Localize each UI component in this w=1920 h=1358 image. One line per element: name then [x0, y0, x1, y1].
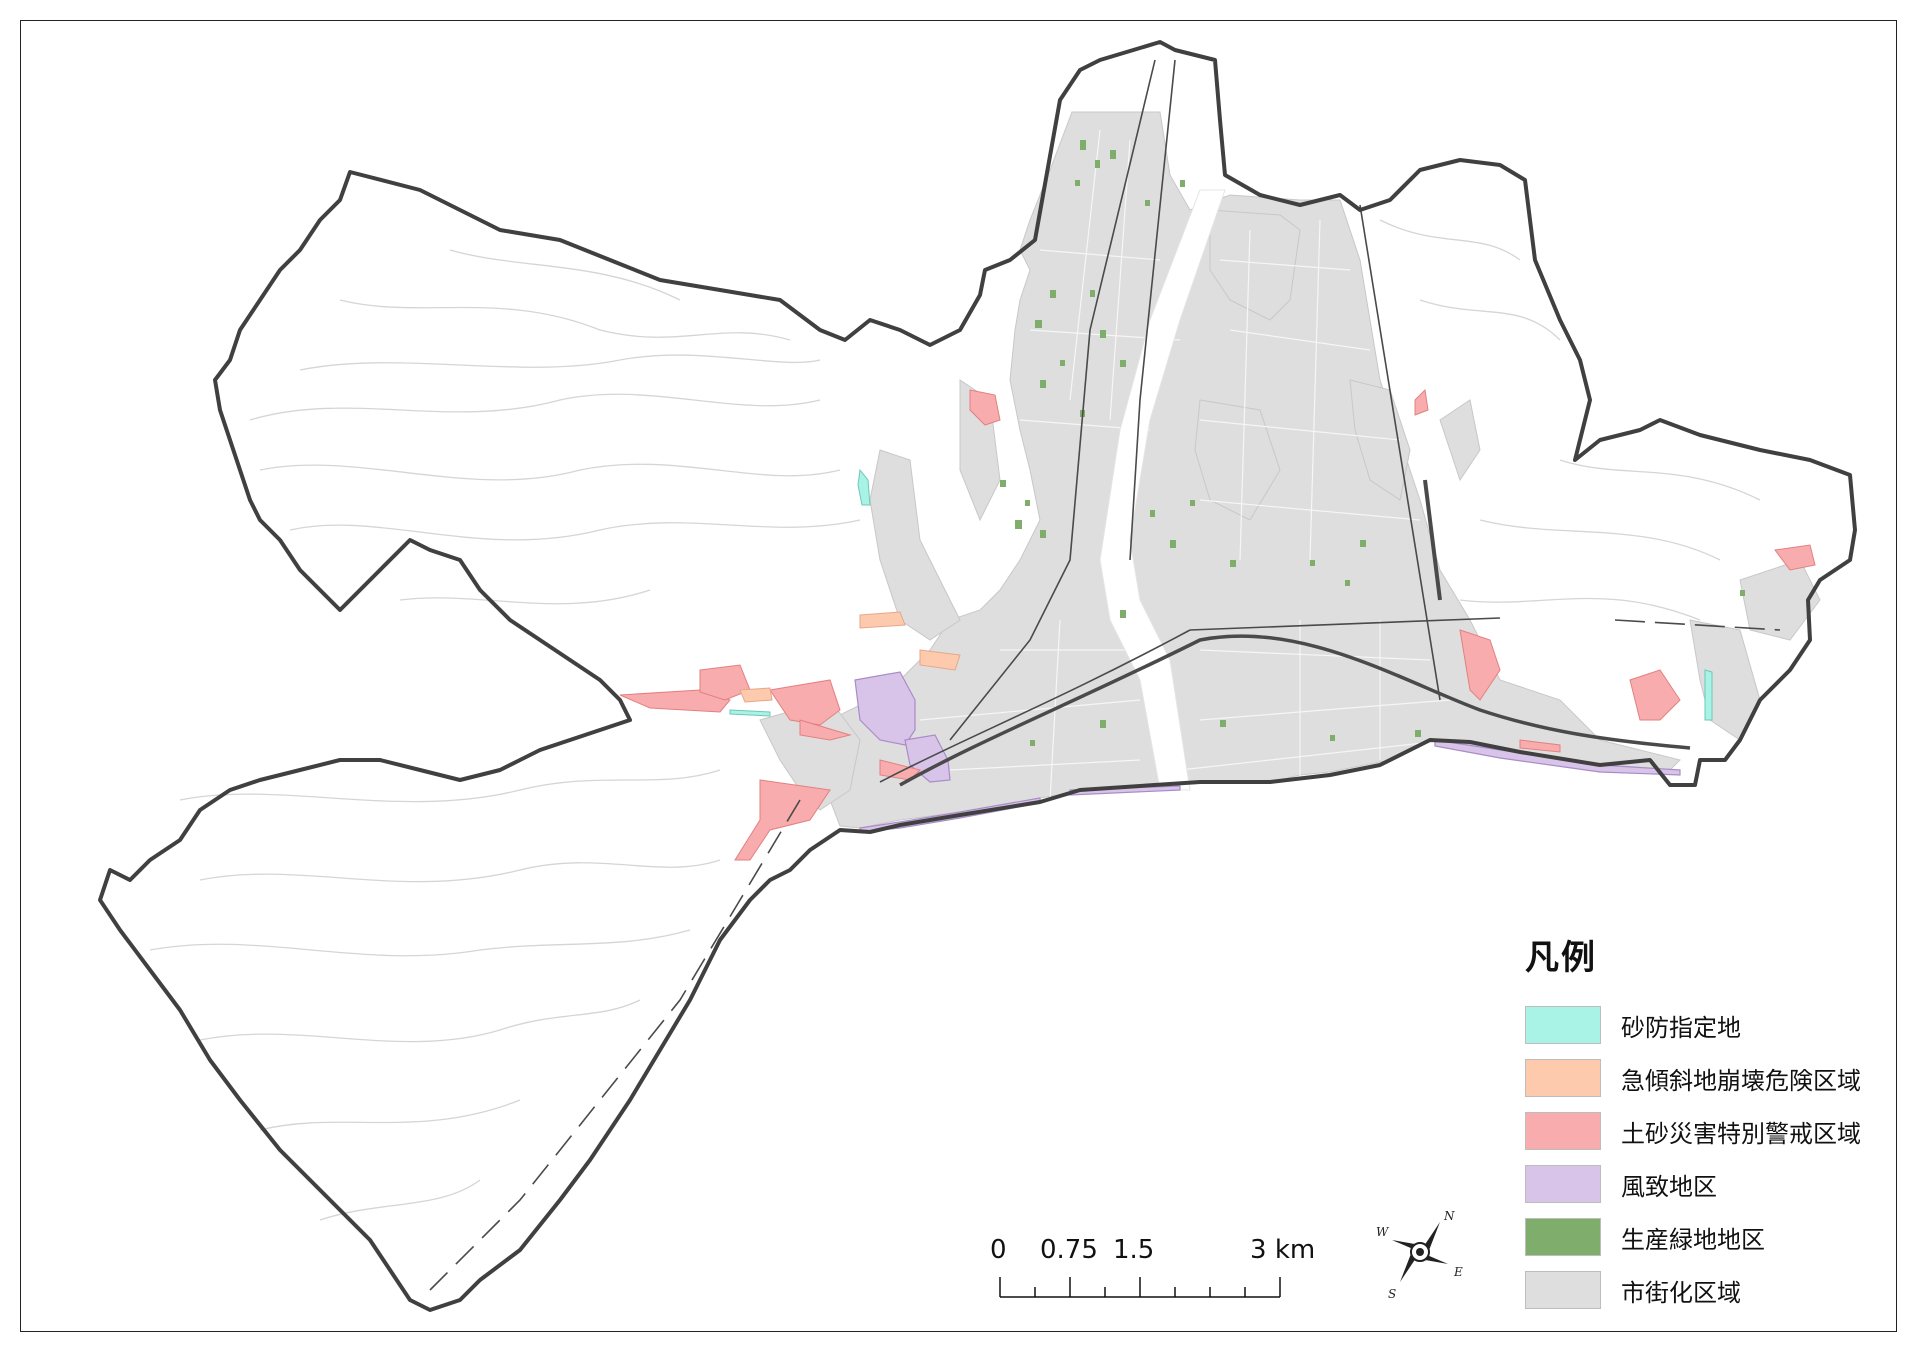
scale-ticks	[999, 1277, 1281, 1298]
city-boundary	[98, 40, 1857, 1312]
legend-swatch	[1525, 1059, 1601, 1097]
compass-w: W	[1376, 1225, 1390, 1239]
erosion-control-areas	[729, 468, 1713, 721]
scale-label-3: 3 km	[1250, 1235, 1315, 1265]
steep-slope-zones	[739, 611, 961, 703]
legend-swatch	[1525, 1218, 1601, 1256]
legend-label: 土砂災害特別警戒区域	[1621, 1119, 1861, 1148]
productive-green-zones	[1000, 140, 1745, 746]
north-arrow-icon: N E S W	[1376, 1209, 1463, 1301]
legend-swatch	[1525, 1165, 1601, 1203]
map-legend: 凡例 砂防指定地 急傾斜地崩壊危険区域 土砂災害特別警戒区域 風致地区 生産緑地…	[1525, 930, 1885, 1323]
legend-swatch	[1525, 1112, 1601, 1150]
legend-item-sediment-hazard: 土砂災害特別警戒区域	[1525, 1111, 1885, 1151]
sediment-hazard-zones	[619, 388, 1816, 861]
urbanized-area	[759, 111, 1821, 829]
compass-s: S	[1388, 1287, 1396, 1301]
scale-label-3-value: 3	[1250, 1235, 1267, 1265]
legend-swatch	[1525, 1271, 1601, 1309]
river	[1099, 189, 1226, 791]
map-frame	[20, 20, 1897, 1332]
legend-swatch	[1525, 1006, 1601, 1044]
scale-label-0: 0	[990, 1235, 1007, 1265]
legend-item-urbanized-area: 市街化区域	[1525, 1270, 1885, 1310]
legend-label: 急傾斜地崩壊危険区域	[1621, 1066, 1861, 1095]
compass-e: E	[1453, 1265, 1463, 1279]
legend-label: 生産緑地地区	[1621, 1225, 1765, 1254]
legend-item-scenic-district: 風致地区	[1525, 1164, 1885, 1204]
legend-label: 市街化区域	[1621, 1278, 1741, 1307]
legend-item-steep-slope: 急傾斜地崩壊危険区域	[1525, 1058, 1885, 1098]
urban-streets	[919, 129, 1451, 801]
legend-title: 凡例	[1525, 938, 1597, 978]
scale-label-075: 0.75	[1040, 1235, 1098, 1265]
legend-item-erosion-control: 砂防指定地	[1525, 1005, 1885, 1045]
legend-label: 砂防指定地	[1621, 1013, 1741, 1042]
scale-label-15: 1.5	[1113, 1235, 1155, 1265]
scale-unit: km	[1274, 1235, 1316, 1265]
railway-lines	[429, 59, 1781, 1291]
legend-label: 風致地区	[1621, 1172, 1717, 1201]
legend-item-productive-green: 生産緑地地区	[1525, 1217, 1885, 1257]
compass-n: N	[1443, 1209, 1455, 1223]
